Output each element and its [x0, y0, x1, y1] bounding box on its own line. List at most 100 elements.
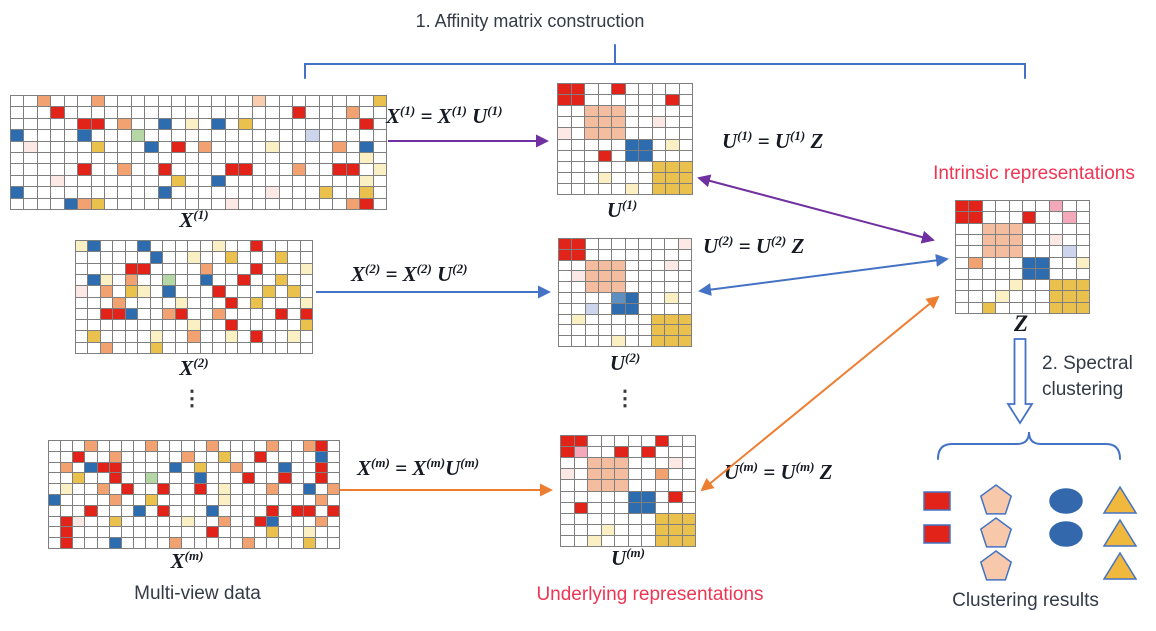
- equation-x2: X(2) = X(2) U(2): [351, 261, 468, 286]
- matrix-cell: [655, 469, 668, 480]
- matrix-cell: [293, 96, 306, 107]
- matrix-cell: [88, 241, 100, 252]
- matrix-cell: [158, 484, 170, 494]
- matrix-cell: [559, 293, 572, 303]
- matrix-cell: [982, 201, 996, 212]
- matrix-cell: [175, 263, 188, 274]
- matrix-cell: [678, 314, 691, 325]
- matrix-cell: [11, 141, 24, 152]
- matrix-cell: [956, 280, 969, 291]
- matrix-cell: [572, 271, 585, 282]
- matrix-cell: [679, 183, 692, 194]
- matrix-cell: [678, 282, 691, 292]
- matrix-cell: [279, 107, 292, 118]
- matrix-cell: [182, 495, 194, 505]
- matrix-cell: [333, 175, 346, 187]
- matrix-cell: [612, 117, 625, 128]
- matrix-cell: [333, 164, 346, 175]
- matrix-cell: [665, 271, 678, 282]
- matrix-cell: [225, 107, 239, 118]
- matrix-cell: [182, 473, 194, 484]
- matrix-cell: [679, 95, 692, 106]
- matrix-cell: [1036, 268, 1049, 280]
- matrix-cell: [113, 286, 125, 297]
- matrix-cell: [49, 484, 61, 494]
- matrix-cell: [158, 505, 170, 516]
- matrix-cell: [194, 441, 206, 451]
- matrix-cell: [303, 538, 315, 548]
- matrix-cell: [561, 491, 574, 502]
- matrix-cell: [239, 141, 252, 152]
- matrix-cell: [64, 175, 78, 187]
- matrix-cell: [64, 96, 78, 107]
- matrix-cell: [255, 538, 267, 548]
- matrix-cell: [558, 84, 571, 95]
- matrix-cell: [243, 505, 255, 516]
- matrix-cell: [279, 152, 292, 164]
- matrix-cell: [109, 495, 121, 505]
- matrix-cell: [188, 297, 200, 308]
- matrix-cell: [327, 516, 339, 527]
- matrix-cell: [558, 106, 571, 117]
- matrix-cell: [88, 263, 100, 274]
- matrix-cell: [131, 130, 145, 141]
- matrix-cell: [267, 527, 279, 538]
- matrix-cell: [51, 141, 64, 152]
- matrix-cell: [64, 164, 78, 175]
- matrix-cell: [64, 187, 78, 198]
- matrix-cell: [679, 172, 692, 183]
- matrix-cell: [76, 241, 88, 252]
- matrix-cell: [293, 118, 306, 130]
- matrix-cell: [642, 458, 655, 469]
- matrix-cell: [252, 198, 266, 209]
- matrix-cell: [996, 291, 1009, 302]
- matrix-cell: [598, 293, 612, 303]
- matrix-cell: [612, 314, 625, 325]
- matrix-cell: [682, 513, 695, 524]
- matrix-cell: [319, 118, 333, 130]
- matrix-cell: [306, 141, 319, 152]
- matrix-cell: [105, 118, 118, 130]
- matrix-cell: [1076, 291, 1089, 302]
- matrix-cell: [163, 241, 175, 252]
- matrix-cell: [655, 502, 668, 513]
- matrix-cell: [182, 451, 194, 462]
- matrix-cell: [288, 274, 300, 286]
- matrix-cell: [615, 480, 628, 491]
- matrix-cell: [319, 130, 333, 141]
- matrix-cell: [243, 441, 255, 451]
- matrix-cell: [571, 106, 584, 117]
- matrix-cell: [78, 187, 91, 198]
- matrix-cell: [652, 183, 665, 194]
- matrix-cell: [612, 106, 625, 117]
- matrix-cell: [170, 462, 182, 473]
- matrix-cell: [574, 535, 587, 546]
- matrix-cell: [279, 473, 291, 484]
- matrix-cell: [206, 505, 218, 516]
- matrix-cell: [652, 172, 665, 183]
- matrix-cell: [188, 263, 200, 274]
- matrix-cell: [194, 516, 206, 527]
- matrix-cell: [118, 152, 131, 164]
- matrix-cell: [97, 516, 109, 527]
- matrix-cell: [288, 252, 300, 263]
- matrix-cell: [175, 320, 188, 331]
- matrix-cell: [91, 118, 104, 130]
- matrix-cell: [373, 130, 386, 141]
- matrix-cell: [182, 462, 194, 473]
- matrix-cell: [213, 274, 225, 286]
- matrix-cell: [1063, 234, 1076, 246]
- matrix-cell: [76, 252, 88, 263]
- matrix-cell: [612, 249, 625, 260]
- step1-title: 1. Affinity matrix construction: [415, 11, 645, 31]
- matrix-cell: [163, 286, 175, 297]
- matrix-cell: [133, 505, 145, 516]
- matrix-cell: [639, 161, 652, 172]
- matrix-cell: [121, 516, 133, 527]
- matrix-cell: [109, 473, 121, 484]
- matrix-cell: [218, 505, 230, 516]
- matrix-cell: [288, 241, 300, 252]
- matrix-cell: [200, 274, 213, 286]
- matrix-cell: [158, 118, 172, 130]
- matrix-cell: [666, 106, 679, 117]
